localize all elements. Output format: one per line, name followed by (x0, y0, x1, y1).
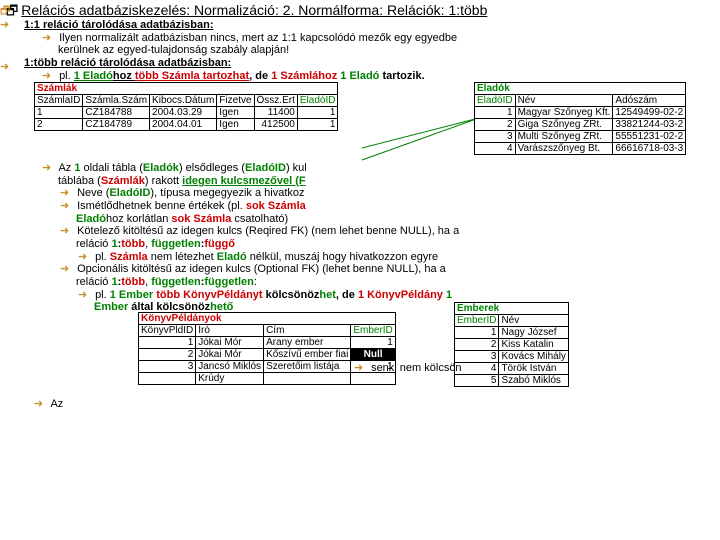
senki-text: ➜ senki nem kölcsön (354, 362, 462, 375)
para-7: ➜ pl. 1 Ember több KönyvPéldányt kölcsön… (78, 289, 714, 302)
para-4: ➜ Kötelező kitöltésű az idegen kulcs (Re… (60, 225, 714, 238)
col-header: Össz.Ért (254, 95, 297, 107)
col-header: Író (196, 324, 264, 336)
connector-lines-1 (334, 106, 494, 162)
bullet-icon: ➜ (60, 225, 74, 238)
para-1: ➜ Az 1 oldali tábla (Eladók) elsődleges … (42, 162, 714, 175)
page-title: 🗗 Relációs adatbáziskezelés: Normalizáci… (6, 2, 714, 19)
table-row: 1Nagy József (455, 326, 569, 338)
table-title: Eladók (475, 83, 686, 95)
section-1-1-text: ➜ Ilyen normalizált adatbázisban nincs, … (42, 32, 714, 45)
side-icon: 🗗 (0, 2, 12, 14)
table-row: 1Magyar Szőnyeg Kft.12549499-02-2 (475, 107, 686, 119)
col-header: EmberID (455, 314, 499, 326)
col-header: Cím (264, 324, 351, 336)
bullet-icon: ➜ (42, 162, 56, 175)
col-header: Név (515, 95, 613, 107)
bullet-icon: ➜ (78, 289, 92, 302)
col-header: EladóID (475, 95, 516, 107)
section-1-n-heading: 1:több reláció tárolódása adatbázisban: (24, 57, 714, 70)
col-header: Név (499, 314, 568, 326)
side-arrow-icon: ➜ (0, 60, 12, 72)
section-1-1-heading: 1:1 reláció tárolódása adatbázisban: (24, 19, 714, 32)
table-szamlak: Számlák SzámlaID Számla.Szám Kibocs.Dátu… (34, 82, 338, 131)
table-row: 5Szabó Miklós (455, 374, 569, 386)
table-row: 4Varászszőnyeg Bt.66616718-03-3 (475, 143, 686, 155)
table-row: 2CZ1847892004.04.01Igen4125001 (35, 119, 338, 131)
title-text: Relációs adatbáziskezelés: Normalizáció:… (21, 2, 487, 18)
para-6: ➜ Opcionális kitöltésű az idegen kulcs (… (60, 263, 714, 276)
col-header: Számla.Szám (83, 95, 150, 107)
para-3: ➜ Ismétlődhetnek benne értékek (pl. sok … (60, 200, 714, 213)
table-row: 2Giga Szőnyeg ZRt.33821244-03-2 (475, 119, 686, 131)
bullet-icon: ➜ (60, 200, 74, 213)
bullet-icon: ➜ (78, 251, 92, 264)
table-title: KönyvPéldányok (139, 312, 396, 324)
tables-row-2: KönyvPéldányok KönyvPldID Író Cím EmberI… (34, 312, 714, 412)
para-5: ➜ pl. Számla nem létezhet Eladó nélkül, … (78, 251, 714, 264)
bullet-icon: ➜ (354, 362, 368, 375)
col-header: Fizetve (217, 95, 254, 107)
para-3b: Eladóhoz korlátlan sok Számla csatolható… (76, 213, 714, 226)
col-header: KönyvPldID (139, 324, 196, 336)
tables-row-1: Számlák SzámlaID Számla.Szám Kibocs.Dátu… (34, 82, 714, 162)
table-row: 2Kiss Katalin (455, 338, 569, 350)
para-6b: reláció 1:több, független:független: (76, 276, 714, 289)
col-header: Kibocs.Dátum (150, 95, 217, 107)
table-row: 2Jókai MórKőszívű ember fiaiNull (139, 348, 396, 360)
col-header: SzámlaID (35, 95, 83, 107)
table-row: 3Multi Szőnyeg ZRt.55551231-02-2 (475, 131, 686, 143)
table-emberek: Emberek EmberID Név 1Nagy József 2Kiss K… (454, 302, 569, 387)
bullet-icon: ➜ (42, 32, 56, 45)
table-title: Számlák (35, 83, 338, 95)
example-line-1: ➜ pl. 1 Eladóhoz több Számla tartozhat, … (42, 70, 714, 83)
side-arrow-icon: ➜ (0, 18, 12, 30)
table-row: 4Török István (455, 362, 569, 374)
table-row: 1Jókai MórArany ember1 (139, 336, 396, 348)
bullet-icon: ➜ (42, 70, 56, 83)
table-row: 1CZ1847882004.03.29Igen114001 (35, 107, 338, 119)
bullet-icon: ➜ (60, 187, 74, 200)
col-header: EmberID (351, 324, 395, 336)
table-row: 3Kovács Mihály (455, 350, 569, 362)
table-title: Emberek (455, 302, 569, 314)
para-1b: táblába (Számlák) rakott idegen kulcsmez… (58, 175, 714, 188)
bullet-icon: ➜ (34, 398, 48, 411)
col-header: Adószám (613, 95, 686, 107)
table-eladok: Eladók EladóID Név Adószám 1Magyar Szőny… (474, 82, 686, 155)
section-1-1-text2: kerülnek az egyed-tulajdonság szabály al… (58, 44, 714, 57)
az-text: ➜ Az (34, 398, 63, 411)
col-header: EladóID (297, 95, 338, 107)
bullet-icon: ➜ (60, 263, 74, 276)
para-2: ➜ Neve (EladóID), típusa megegyezik a hi… (60, 187, 714, 200)
para-4b: reláció 1:több, független:függő (76, 238, 714, 251)
